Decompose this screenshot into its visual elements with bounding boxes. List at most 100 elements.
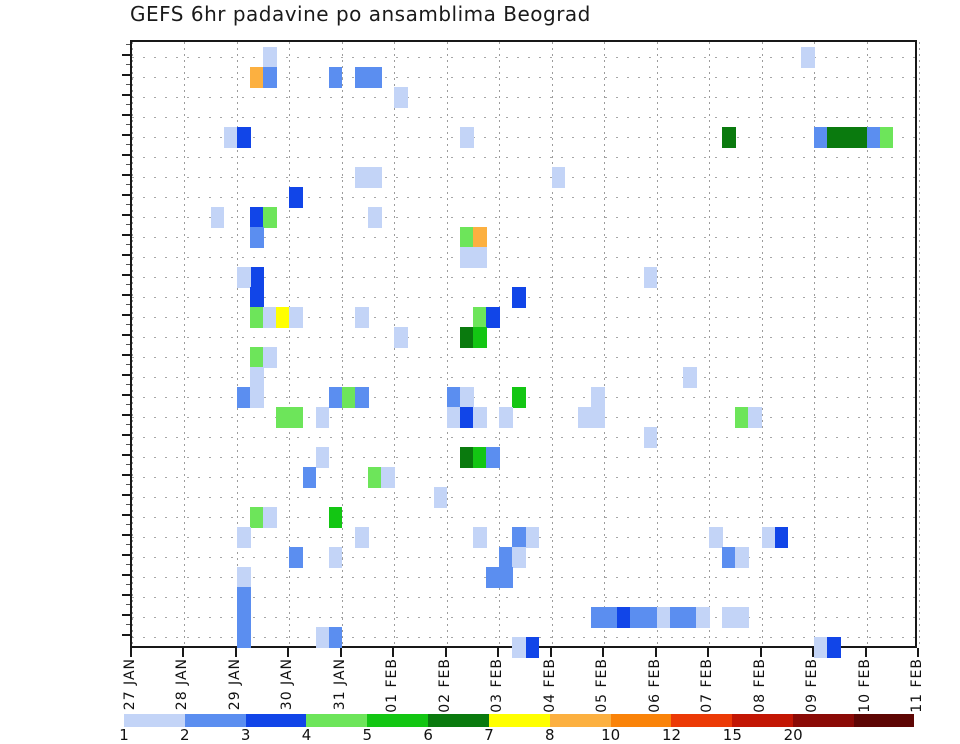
heatmap-cell [761,527,776,548]
colorbar [124,714,914,727]
heatmap-cell [774,527,789,548]
heatmap-plot-area [130,40,920,658]
heatmap-cell [604,607,618,628]
gridline-vertical [919,42,920,646]
heatmap-cell [486,307,500,328]
x-axis-tick-mark [654,648,657,657]
colorbar-tick-label: 7 [484,726,494,744]
heatmap-cell [709,527,723,548]
colorbar-tick-label: 10 [601,726,621,744]
heatmap-cell [735,607,750,628]
y-axis-tick-mark [122,54,132,56]
heatmap-cell [250,387,264,408]
x-axis-tick-mark [707,648,710,657]
heatmap-cell [512,527,527,548]
heatmap-cell [643,427,658,448]
colorbar-segment [428,714,489,727]
x-axis-tick-label: 08 FEB [751,658,768,713]
y-axis-minor-tick [126,184,132,185]
heatmap-cell [800,47,815,68]
heatmap-cell [512,547,527,568]
heatmap-cell [814,637,828,658]
y-axis-tick-mark [122,254,132,256]
heatmap-cell [591,407,605,428]
heatmap-cell [486,567,500,588]
y-axis-tick-mark [122,214,132,216]
heatmap-cell [236,127,251,148]
heatmap-cell [459,387,474,408]
y-axis-tick-mark [122,594,132,596]
y-axis-tick-mark [122,414,132,416]
heatmap-cell [459,227,474,248]
heatmap-cell [459,447,474,468]
y-axis-minor-tick [126,444,132,445]
heatmap-cell [722,127,736,148]
heatmap-cell [250,347,264,368]
heatmap-cell [236,587,251,608]
x-axis-tick-mark [182,648,185,657]
heatmap-cell [250,207,264,228]
heatmap-cell [499,407,513,428]
heatmap-cell [263,207,277,228]
x-axis-tick-mark [812,648,815,657]
heatmap-cell [577,407,592,428]
x-axis-tick-mark [549,648,552,657]
heatmap-cell [486,447,500,468]
y-axis-minor-tick [126,484,132,485]
y-axis-tick-mark [122,394,132,396]
heatmap-cell [250,267,264,288]
y-axis-tick-mark [122,374,132,376]
y-axis-tick-mark [122,614,132,616]
heatmap-cell [250,367,264,388]
y-axis-tick-mark [122,74,132,76]
x-axis-tick-mark [130,648,132,657]
heatmap-cell [276,307,290,328]
y-axis-tick-mark [122,114,132,116]
heatmap-cell [446,387,461,408]
y-axis-minor-tick [126,424,132,425]
heatmap-cell [827,637,841,658]
x-axis-tick-mark [287,648,290,657]
heatmap-cell [328,387,343,408]
heatmap-cell [551,167,566,188]
heatmap-cell [289,307,304,328]
y-axis-minor-tick [126,324,132,325]
heatmap-cell [223,127,238,148]
y-axis-tick-mark [122,514,132,516]
x-axis-tick-label: 05 FEB [594,658,611,713]
heatmap-cell [263,67,277,88]
y-axis-tick-mark [122,94,132,96]
heatmap-cell [446,407,461,428]
heatmap-cell [394,87,409,108]
x-axis-tick-label: 29 JAN [226,658,243,711]
heatmap-cell [433,487,448,508]
y-axis-tick-mark [122,294,132,296]
heatmap-cell [499,547,513,568]
x-axis-tick-label: 01 FEB [384,658,401,713]
colorbar-tick-label: 15 [722,726,742,744]
colorbar-tick-label: 4 [301,726,312,744]
heatmap-cell [263,307,277,328]
y-axis-tick-mark [122,174,132,176]
y-axis-tick-mark [122,634,132,636]
heatmap-cell [525,527,540,548]
heatmap-cell [499,567,513,588]
heatmap-cell [722,547,736,568]
heatmap-cell [341,387,356,408]
y-axis-tick-mark [122,154,132,156]
x-axis-tick-label: 07 FEB [699,658,716,713]
heatmap-cell [512,287,527,308]
heatmap-cell [853,127,868,148]
heatmap-cell [354,167,369,188]
x-axis-tick-mark [864,648,867,657]
heatmap-cell [591,387,605,408]
heatmap-cell [354,307,369,328]
heatmap-cell [236,267,251,288]
heatmap-cell [459,127,474,148]
y-axis-tick-mark [122,234,132,236]
heatmap-cell [368,67,382,88]
heatmap-cell [840,127,854,148]
heatmap-cell [263,47,277,68]
colorbar-tick-label: 6 [423,726,433,744]
x-axis-tick-mark [392,648,395,657]
